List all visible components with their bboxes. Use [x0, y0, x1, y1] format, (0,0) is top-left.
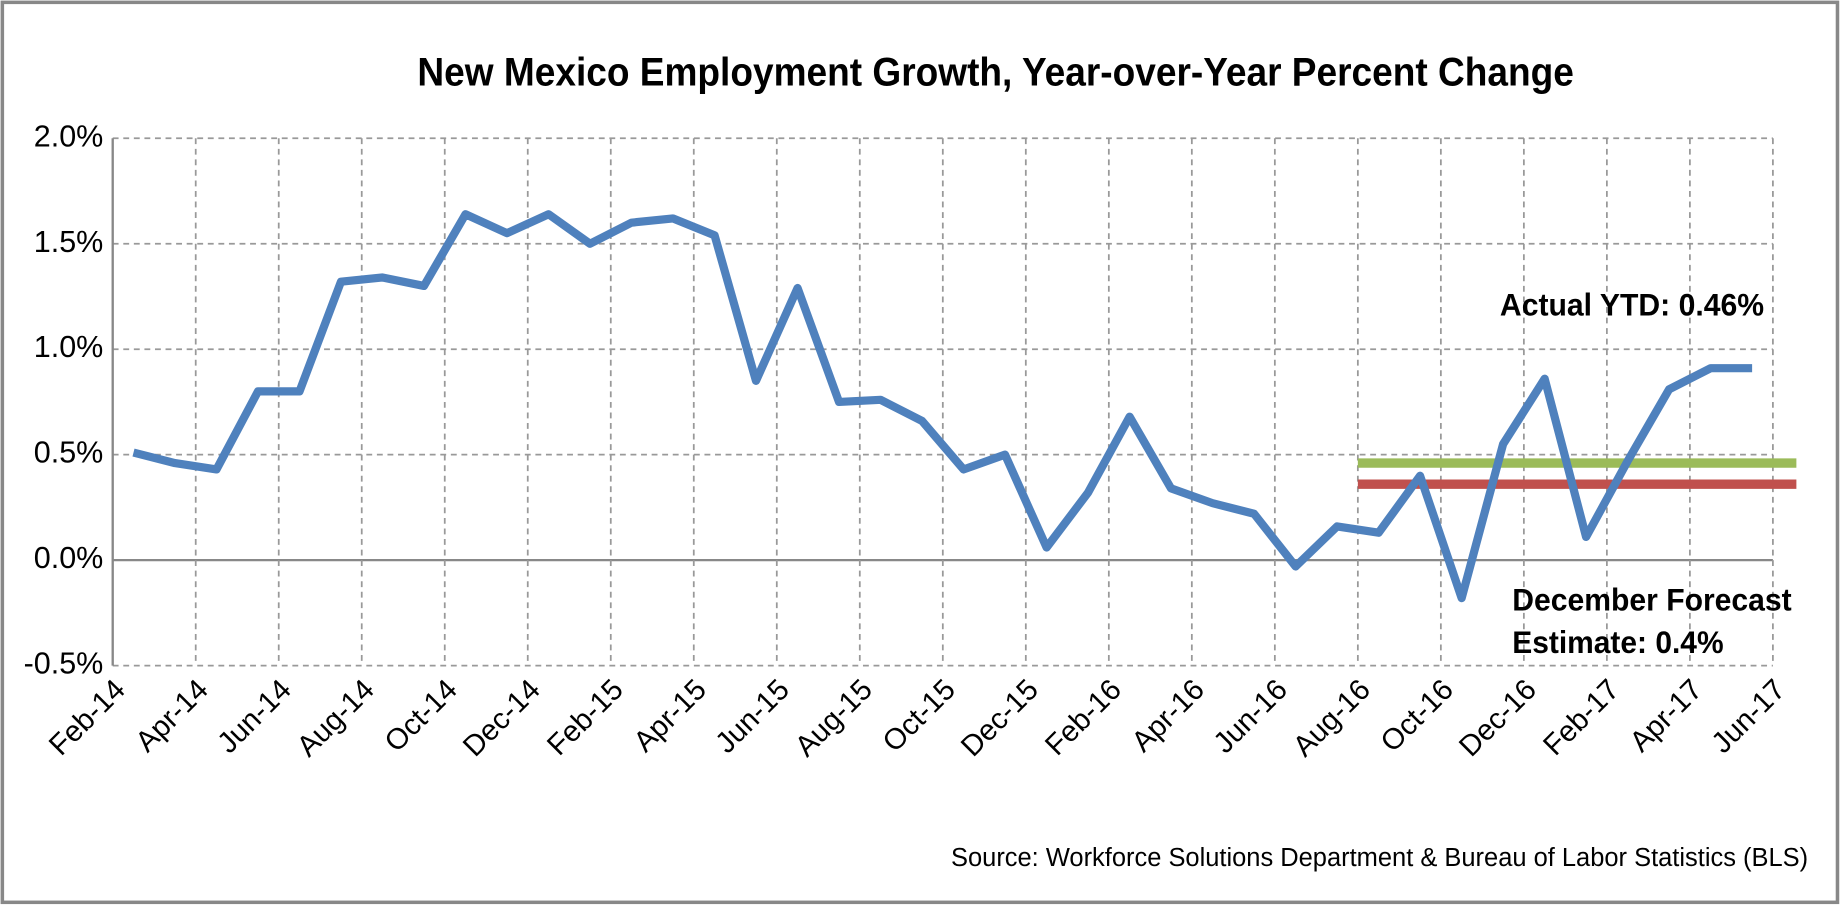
annotation: Actual YTD: 0.46%: [1500, 286, 1764, 322]
annotation: Estimate: 0.4%: [1512, 624, 1723, 660]
data-line: [132, 210, 1753, 603]
y-tick-label: -0.5%: [24, 647, 104, 681]
y-tick-label: 0.0%: [34, 541, 104, 575]
y-tick-label: 2.0%: [34, 119, 104, 153]
annotation: December Forecast: [1512, 582, 1792, 618]
y-tick-label: 0.5%: [34, 436, 104, 470]
y-tick-label: 1.5%: [34, 225, 104, 259]
source-note: Source: Workforce Solutions Department &…: [951, 844, 1808, 872]
chart-title: New Mexico Employment Growth, Year-over-…: [417, 51, 1573, 95]
y-tick-label: 1.0%: [34, 330, 104, 364]
